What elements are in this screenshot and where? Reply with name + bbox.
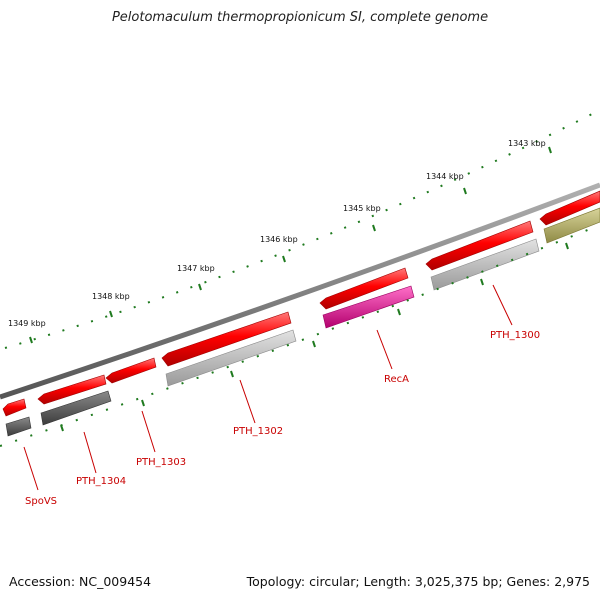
gene-label-pth1304[interactable]: PTH_1304 (76, 476, 126, 487)
inner-major-ticks (60, 242, 569, 432)
track-pth1302[interactable] (165, 329, 297, 387)
kbp-tick-1345 (372, 224, 376, 232)
cds-arrow-pth1304[interactable] (37, 374, 107, 405)
accession-text: Accession: NC_009454 (9, 574, 152, 589)
kbp-major-ticks (29, 146, 552, 344)
kbp-label-1349: 1349 kbp (8, 319, 46, 328)
kbp-tick-1348 (109, 310, 113, 318)
kbp-label-1345: 1345 kbp (343, 204, 381, 213)
leader-pth1300 (492, 284, 513, 326)
kbp-tick-1346 (282, 255, 286, 263)
kbp-label-1348: 1348 kbp (92, 292, 130, 301)
leader-pth1303 (141, 410, 156, 453)
gene-label-reca[interactable]: RecA (384, 374, 409, 385)
track-spovs[interactable] (5, 416, 32, 437)
inner-tick-c (230, 370, 234, 378)
kbp-tick-1343 (548, 146, 552, 154)
cds-arrow-next[interactable] (539, 190, 600, 226)
gene-label-spovs[interactable]: SpoVS (25, 496, 57, 507)
cds-arrow-pth1300[interactable] (425, 220, 534, 271)
leader-pth1302 (239, 379, 256, 424)
kbp-label-1343: 1343 kbp (508, 139, 546, 148)
genome-summary-text: Topology: circular; Length: 3,025,375 bp… (246, 574, 590, 589)
cds-arrow-pth1302[interactable] (161, 311, 292, 367)
kbp-label-1344: 1344 kbp (426, 172, 464, 181)
inner-tick-d (312, 340, 316, 348)
track-pth1300[interactable] (430, 238, 540, 291)
cds-arrow-pth1303[interactable] (105, 357, 157, 384)
inner-tick-a (60, 424, 64, 432)
cds-arrow-reca[interactable] (319, 267, 409, 310)
gene-labels: SpoVS PTH_1304 PTH_1303 PTH_1302 RecA PT… (25, 330, 540, 507)
kbp-tick-1349 (29, 336, 33, 344)
track-next[interactable] (543, 207, 600, 244)
leader-pth1304 (83, 431, 97, 474)
cds-arrow-spovs[interactable] (2, 398, 27, 417)
leader-lines (23, 284, 513, 491)
map-title: Pelotomaculum thermopropionicum SI, comp… (111, 10, 489, 25)
inner-tick-e (397, 308, 401, 316)
kbp-tick-1347 (198, 283, 202, 291)
gene-label-pth1300[interactable]: PTH_1300 (490, 330, 540, 341)
kbp-tick-1344 (463, 187, 467, 195)
track-reca[interactable] (322, 285, 415, 329)
track-pth1304[interactable] (40, 390, 112, 426)
inner-tick-f (480, 278, 484, 286)
kbp-label-1346: 1346 kbp (260, 235, 298, 244)
inner-track (5, 207, 600, 437)
inner-tick-g (565, 242, 569, 250)
gene-label-pth1303[interactable]: PTH_1303 (136, 457, 186, 468)
cds-track (2, 190, 600, 417)
kbp-label-1347: 1347 kbp (177, 264, 215, 273)
inner-tick-b (141, 399, 145, 407)
gene-label-pth1302[interactable]: PTH_1302 (233, 426, 283, 437)
kbp-labels: 1343 kbp 1344 kbp 1345 kbp 1346 kbp 1347… (8, 139, 546, 328)
leader-reca (376, 329, 393, 370)
leader-spovs (23, 446, 39, 491)
genome-backbone (0, 182, 600, 400)
